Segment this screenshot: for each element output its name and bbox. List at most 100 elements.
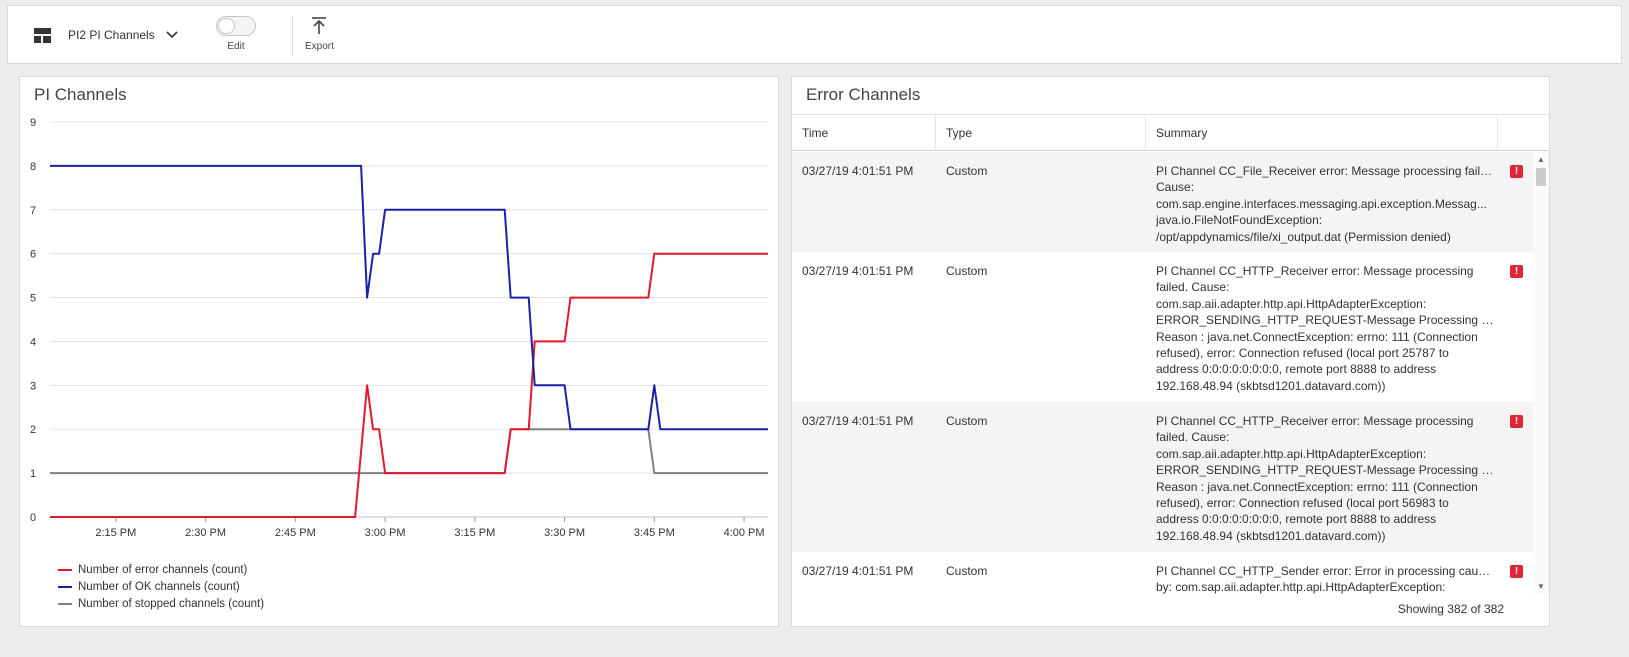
dashboard-name: PI2 PI Channels — [68, 28, 155, 42]
edit-toggle-button[interactable]: Edit — [216, 16, 256, 52]
summary-line: com.sap.engine.interfaces.messaging.api.… — [1156, 196, 1487, 211]
dashboard-toolbar: PI2 PI Channels Edit Export — [7, 5, 1622, 64]
column-header-type[interactable]: Type — [936, 115, 1146, 151]
y-tick-label: 5 — [30, 293, 36, 305]
summary-line: 192.168.48.94 (skbtsd1201.datavard.com)) — [1156, 378, 1386, 393]
dashboard-selector[interactable]: PI2 PI Channels — [68, 28, 179, 42]
series-line-0 — [50, 252, 768, 518]
summary-line: address 0:0:0:0:0:0:0:0, remote port 888… — [1156, 362, 1437, 377]
summary-line: address 0:0:0:0:0:0:0:0, remote port 888… — [1156, 512, 1437, 527]
cell-time: 03/27/19 4:01:51 PM — [802, 264, 914, 278]
error-alert-icon: ! — [1510, 565, 1523, 578]
x-tick-label: 3:30 PM — [544, 527, 585, 539]
dashboard-layout-icon — [34, 28, 51, 43]
scroll-thumb[interactable] — [1536, 168, 1546, 186]
edit-toggle[interactable] — [216, 16, 256, 36]
export-label: Export — [305, 41, 334, 52]
table-panel-title: Error Channels — [806, 85, 921, 104]
legend-swatch — [58, 568, 72, 571]
table-body: 03/27/19 4:01:51 PM Custom PI Channel CC_F… — [792, 152, 1533, 594]
export-icon — [312, 17, 327, 34]
cell-type: Custom — [946, 414, 988, 428]
legend-item[interactable]: Number of error channels (count) — [58, 561, 264, 578]
y-tick-label: 1 — [30, 468, 36, 480]
summary-line: PI Channel CC_HTTP_Sender error: Error i… — [1156, 564, 1494, 578]
toolbar-divider — [292, 16, 293, 56]
y-tick-label: 6 — [30, 249, 36, 261]
legend-item[interactable]: Number of OK channels (count) — [58, 578, 264, 595]
summary-line: com.sap.aii.adapter.http.api.HttpAdapter… — [1156, 296, 1427, 311]
summary-line: PI Channel CC_HTTP_Receiver error: Messa… — [1156, 264, 1474, 278]
cell-time: 03/27/19 4:01:51 PM — [802, 164, 914, 178]
summary-line: Reason : java.net.ConnectException: errn… — [1156, 479, 1478, 494]
cell-time: 03/27/19 4:01:51 PM — [802, 564, 914, 578]
cell-type: Custom — [946, 164, 988, 178]
y-tick-label: 2 — [30, 424, 36, 436]
x-tick-label: 3:15 PM — [454, 527, 495, 539]
summary-line: Reason : java.net.ConnectException: errn… — [1156, 329, 1478, 344]
y-tick-label: 0 — [30, 512, 36, 524]
summary-line: refused), error: Connection refused (loc… — [1156, 496, 1449, 511]
table-scrollbar[interactable]: ▲ ▼ — [1533, 152, 1549, 594]
pi-channels-chart: 0 1 2 3 4 5 6 7 8 9 2:15 PM 2:30 PM 2:45 PM 3:00 PM 3:… — [30, 117, 768, 539]
summary-line: /opt/appdynamics/file/xi_output.dat (Per… — [1156, 229, 1451, 244]
column-header-time[interactable]: Time — [792, 115, 936, 151]
x-tick-label: 3:00 PM — [365, 527, 406, 539]
summary-line: ERROR_SENDING_HTTP_REQUEST-Message Proce… — [1156, 463, 1494, 478]
cell-summary: PI Channel CC_HTTP_Receiver error: Messa… — [1156, 263, 1494, 394]
cell-type: Custom — [946, 564, 988, 578]
pi-channels-panel: PI Channels 0 1 2 3 4 5 6 7 8 9 2:15 PM 2:30 PM 2:45… — [19, 76, 779, 627]
x-tick-label: 2:15 PM — [95, 527, 136, 539]
error-alert-icon: ! — [1510, 415, 1523, 428]
y-tick-label: 9 — [30, 117, 36, 129]
table-header: Time Type Summary — [792, 114, 1549, 151]
chevron-down-icon — [166, 31, 178, 39]
x-tick-label: 2:30 PM — [185, 527, 226, 539]
chart-panel-title: PI Channels — [34, 85, 127, 104]
summary-line: 192.168.48.94 (skbtsd1201.datavard.com)) — [1156, 528, 1386, 543]
series-line-1 — [50, 164, 768, 431]
column-header-summary[interactable]: Summary — [1146, 115, 1498, 151]
cell-summary: PI Channel CC_HTTP_Sender error: Error i… — [1156, 563, 1494, 594]
summary-line: com.sap.aii.adapter.http.api.HttpAdapter… — [1156, 446, 1427, 461]
error-alert-icon: ! — [1510, 265, 1523, 278]
x-tick-label: 2:45 PM — [275, 527, 316, 539]
cell-time: 03/27/19 4:01:51 PM — [802, 414, 914, 428]
y-tick-label: 8 — [30, 161, 36, 173]
cell-type: Custom — [946, 264, 988, 278]
scroll-down-icon[interactable]: ▼ — [1537, 582, 1545, 591]
edit-label: Edit — [227, 41, 245, 52]
y-tick-label: 7 — [30, 205, 36, 217]
summary-line: failed. Cause: — [1156, 280, 1230, 295]
table-row[interactable]: 03/27/19 4:01:51 PM Custom PI Channel CC_H… — [792, 402, 1533, 552]
cell-summary: PI Channel CC_HTTP_Receiver error: Messa… — [1156, 413, 1494, 544]
summary-line: PI Channel CC_HTTP_Receiver error: Messa… — [1156, 414, 1474, 428]
export-button[interactable]: Export — [305, 16, 334, 52]
series-line-2 — [50, 428, 768, 475]
y-tick-label: 3 — [30, 380, 36, 392]
legend-item[interactable]: Number of stopped channels (count) — [58, 595, 264, 612]
error-channels-panel: Error Channels Time Type Summary 03/27/1… — [791, 76, 1550, 627]
summary-line: PI Channel CC_File_Receiver error: Messa… — [1156, 164, 1494, 178]
legend-label: Number of stopped channels (count) — [78, 597, 265, 610]
table-row[interactable]: 03/27/19 4:01:51 PM Custom PI Channel CC_F… — [792, 152, 1533, 252]
legend-label: Number of error channels (count) — [78, 563, 248, 576]
legend-swatch — [58, 585, 72, 588]
table-row[interactable]: 03/27/19 4:01:51 PM Custom PI Channel CC_H… — [792, 252, 1533, 402]
chart-legend: Number of error channels (count) Number o… — [58, 561, 264, 612]
legend-swatch — [58, 602, 72, 605]
summary-line: failed. Cause: — [1156, 430, 1230, 445]
row-count-footer: Showing 382 of 382 — [1397, 602, 1504, 616]
summary-line: refused), error: Connection refused (loc… — [1156, 346, 1449, 361]
table-row[interactable]: 03/27/19 4:01:51 PM Custom PI Channel CC_H… — [792, 552, 1533, 594]
x-tick-label: 3:45 PM — [634, 527, 675, 539]
summary-line: ERROR_SENDING_HTTP_REQUEST-Message Proce… — [1156, 313, 1494, 328]
summary-line: Cause: — [1156, 180, 1195, 195]
legend-label: Number of OK channels (count) — [78, 580, 240, 593]
summary-line: by: com.sap.aii.adapter.http.api.HttpAda… — [1156, 580, 1446, 594]
x-tick-label: 4:00 PM — [724, 527, 765, 539]
cell-summary: PI Channel CC_File_Receiver error: Messa… — [1156, 163, 1494, 245]
summary-line: java.io.FileNotFoundException: — [1156, 213, 1323, 228]
toggle-knob — [218, 18, 235, 34]
scroll-up-icon[interactable]: ▲ — [1537, 155, 1545, 164]
